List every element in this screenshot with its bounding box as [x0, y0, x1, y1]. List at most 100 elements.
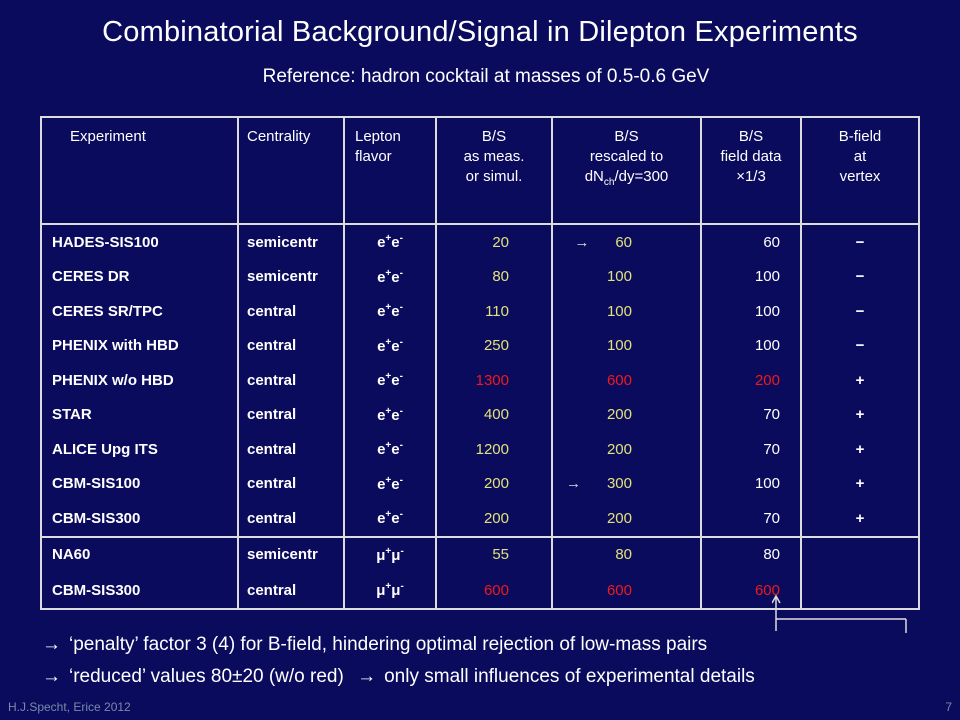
cell-bs-measured: 250: [435, 328, 553, 363]
cell-experiment-text: NA60: [52, 546, 91, 564]
bullet-influences-text: only small influences of experimental de…: [384, 666, 755, 687]
cell-bs-measured-text: 110: [485, 302, 509, 320]
cell-bfield: +: [800, 397, 920, 432]
slide-subtitle: Reference: hadron cocktail at masses of …: [262, 66, 710, 87]
header-bs-field-line1: B/S: [738, 128, 764, 145]
cell-centrality: central: [237, 397, 345, 432]
cell-centrality: central: [237, 363, 345, 398]
cell-centrality: central: [237, 572, 345, 610]
cell-bs-measured-text: 1300: [475, 371, 509, 389]
cell-bs-measured-text: 200: [483, 475, 509, 493]
cell-bs-measured: 400: [435, 397, 553, 432]
cell-bs-rescaled: 100: [551, 259, 702, 294]
header-lepton-line1: Lepton: [355, 128, 401, 145]
header-ch-subscript: ch: [603, 177, 615, 188]
cell-centrality-text: central: [247, 371, 297, 389]
cell-bs-measured: 80: [435, 259, 553, 294]
cell-lepton-flavor: e+e-: [343, 501, 437, 538]
table-row: CBM-SIS300 central e+e- 200 200 70 +: [40, 501, 920, 538]
cell-experiment-text: ALICE Upg ITS: [52, 440, 158, 458]
cell-bfield: −: [800, 328, 920, 363]
cell-bs-measured-text: 20: [492, 233, 509, 251]
bullet-reduced-text: ‘reduced’ values 80±20 (w/o red): [69, 666, 344, 687]
cell-experiment: STAR: [40, 397, 239, 432]
cell-bs-rescaled: 600: [551, 363, 702, 398]
cell-centrality-text: semicentr: [247, 546, 318, 564]
slide-title: Combinatorial Background/Signal in Dilep…: [102, 16, 858, 48]
cell-experiment: NA60: [40, 536, 239, 572]
header-bfield: B-field at vertex: [800, 116, 920, 225]
cell-lepton-flavor: e+e-: [343, 432, 437, 467]
cell-bs-field: 100: [700, 294, 802, 329]
cell-lepton-flavor: e+e-: [343, 294, 437, 329]
cell-bs-field: 70: [700, 397, 802, 432]
bullet-penalty: → ‘penalty’ factor 3 (4) for B-field, hin…: [42, 634, 707, 656]
cell-bfield: −: [800, 224, 920, 260]
cell-experiment-text: PHENIX w/o HBD: [52, 371, 174, 389]
right-arrow-icon: →: [42, 634, 61, 655]
cell-bs-measured-text: 400: [483, 406, 509, 424]
header-bs-measured: B/S as meas. or simul.: [435, 116, 553, 225]
table-header-row: Experiment Centrality Lepton flavor B/S …: [40, 116, 920, 225]
header-bs-rescaled: B/S rescaled to dNch/dy=300: [551, 116, 702, 225]
cell-centrality-text: central: [247, 337, 297, 355]
header-bs-meas-line3: or simul.: [465, 168, 523, 185]
cell-lepton-flavor-text: e+e-: [377, 336, 403, 355]
cell-bfield-text: −: [855, 337, 865, 355]
cell-experiment: HADES-SIS100: [40, 224, 239, 260]
cell-bfield: −: [800, 294, 920, 329]
cell-bs-rescaled-text: 300: [606, 475, 632, 493]
cell-lepton-flavor-text: e+e-: [377, 440, 403, 459]
cell-bs-measured: 600: [435, 572, 553, 610]
cell-centrality-text: central: [247, 509, 297, 527]
cell-bs-measured: 55: [435, 536, 553, 572]
cell-bs-rescaled-text: 100: [606, 337, 632, 355]
table-row: PHENIX with HBD central e+e- 250 100 100 −: [40, 328, 920, 363]
cell-bs-measured-text: 1200: [475, 440, 509, 458]
cell-bs-rescaled-text: 100: [606, 268, 632, 286]
cell-experiment: CERES SR/TPC: [40, 294, 239, 329]
cell-bs-rescaled-text: 100: [606, 302, 632, 320]
cell-lepton-flavor: μ+μ-: [343, 536, 437, 572]
cell-lepton-flavor: e+e-: [343, 363, 437, 398]
cell-lepton-flavor-text: μ+μ-: [376, 545, 404, 564]
header-bs-field-line2: field data: [720, 148, 782, 165]
cell-lepton-flavor-text: μ+μ-: [376, 581, 404, 599]
cell-bs-measured-text: 600: [483, 581, 509, 599]
cell-bs-measured: 20: [435, 224, 553, 260]
header-bs-resc-line3: dNch/dy=300: [554, 167, 699, 193]
cell-bfield: [800, 536, 920, 572]
background-signal-table: Experiment Centrality Lepton flavor B/S …: [40, 116, 920, 610]
cell-bfield-text: +: [855, 371, 865, 389]
footer-author: H.J.Specht, Erice 2012: [8, 700, 131, 714]
cell-bs-field: 100: [700, 328, 802, 363]
cell-bs-rescaled: 200: [551, 432, 702, 467]
bullet-penalty-text: ‘penalty’ factor 3 (4) for B-field, hind…: [69, 634, 708, 655]
header-bs-field: B/S field data ×1/3: [700, 116, 802, 225]
cell-lepton-flavor: e+e-: [343, 397, 437, 432]
cell-experiment: PHENIX with HBD: [40, 328, 239, 363]
pointer-arrow: [772, 594, 907, 633]
cell-lepton-flavor-text: e+e-: [377, 267, 403, 286]
cell-bs-field: 80: [700, 536, 802, 572]
cell-bs-rescaled: → 60: [551, 224, 702, 260]
cell-bs-field-text: 100: [754, 268, 780, 286]
cell-experiment: ALICE Upg ITS: [40, 432, 239, 467]
cell-bs-rescaled-text: 600: [606, 581, 632, 599]
cell-experiment: CBM-SIS100: [40, 466, 239, 501]
table-row: STAR central e+e- 400 200 70 +: [40, 397, 920, 432]
cell-bs-rescaled: 80: [551, 536, 702, 572]
cell-bs-field-text: 60: [763, 233, 780, 251]
cell-experiment-text: CBM-SIS100: [52, 475, 141, 493]
right-arrow-icon: →: [565, 475, 581, 493]
cell-bs-measured: 200: [435, 466, 553, 501]
header-dy: /dy=300: [614, 168, 669, 185]
table-row: HADES-SIS100 semicentr e+e- 20 → 60 60 −: [40, 224, 920, 260]
cell-experiment: CERES DR: [40, 259, 239, 294]
header-dn: dN: [584, 168, 604, 185]
cell-bs-rescaled: → 300: [551, 466, 702, 501]
cell-bs-field: 70: [700, 501, 802, 538]
cell-bs-measured: 110: [435, 294, 553, 329]
header-bfield-line3: vertex: [839, 168, 881, 185]
cell-bfield-text: +: [855, 406, 865, 424]
